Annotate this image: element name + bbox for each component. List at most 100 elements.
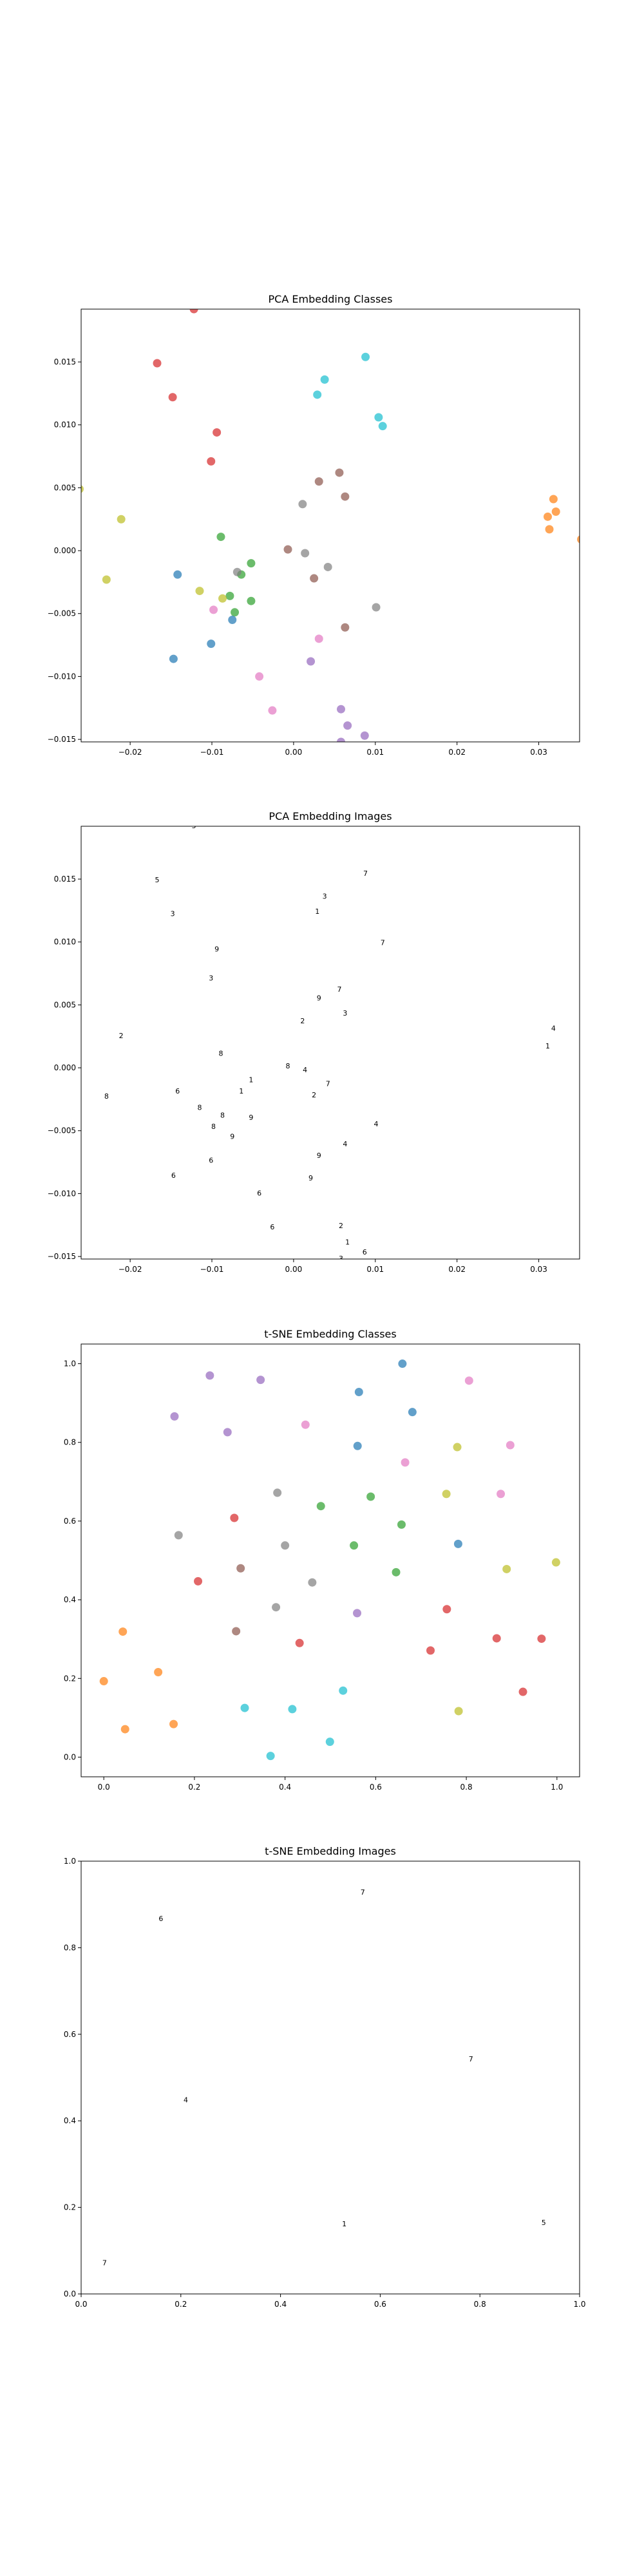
scatter-point bbox=[301, 1420, 310, 1429]
digit-image-mark: 7 bbox=[326, 1079, 330, 1088]
y-tick-label: 0.015 bbox=[54, 357, 76, 366]
digit-image-mark: 9 bbox=[249, 1113, 253, 1122]
digit-image-mark: 2 bbox=[119, 1032, 124, 1040]
scatter-point bbox=[228, 616, 237, 625]
scatter-point bbox=[230, 1513, 239, 1522]
digit-image-mark: 5 bbox=[542, 2219, 546, 2227]
x-tick-label: 0.03 bbox=[530, 1265, 547, 1274]
digit-image-mark: 6 bbox=[171, 1171, 176, 1180]
y-tick-label: 0.0 bbox=[64, 1752, 76, 1761]
x-tick-label: −0.01 bbox=[200, 1265, 224, 1274]
scatter-point bbox=[189, 309, 198, 314]
scatter-point bbox=[298, 500, 307, 509]
scatter-point bbox=[325, 1738, 334, 1747]
digit-image-mark: 9 bbox=[317, 994, 321, 1003]
digit-image-mark: 8 bbox=[286, 1062, 290, 1070]
x-tick-label: 0.00 bbox=[285, 748, 303, 757]
scatter-point bbox=[343, 721, 352, 730]
scatter-point bbox=[341, 623, 350, 632]
y-tick-label: 1.0 bbox=[64, 1857, 76, 1866]
scatter-point bbox=[102, 575, 111, 584]
digit-image-mark: 8 bbox=[104, 1092, 109, 1101]
digit-image-mark: 6 bbox=[257, 1189, 261, 1197]
marks bbox=[99, 1359, 560, 1761]
y-tick-label: 0.8 bbox=[64, 1943, 76, 1952]
scatter-point bbox=[313, 390, 322, 399]
y-tick-label: 1.0 bbox=[64, 1359, 76, 1368]
digit-image-mark: 5 bbox=[192, 822, 196, 830]
scatter-point bbox=[453, 1443, 462, 1452]
scatter-point bbox=[194, 1577, 203, 1586]
digit-image-mark: 7 bbox=[337, 985, 341, 994]
scatter-point bbox=[272, 1603, 281, 1612]
digit-image-mark: 7 bbox=[469, 2055, 473, 2063]
scatter-point bbox=[169, 654, 178, 663]
scatter-point bbox=[551, 1558, 560, 1567]
y-tick-label: 0.8 bbox=[64, 1438, 76, 1447]
digit-image-mark: 3 bbox=[339, 1255, 343, 1263]
scatter-point bbox=[374, 413, 383, 422]
x-tick-label: 0.01 bbox=[366, 748, 384, 757]
scatter-point bbox=[255, 672, 264, 681]
scatter-point bbox=[256, 1376, 265, 1385]
scatter-point bbox=[492, 1634, 501, 1643]
scatter-point bbox=[360, 731, 369, 740]
digit-image-mark: 6 bbox=[158, 1915, 163, 1923]
x-tick-label: 0.01 bbox=[366, 1265, 384, 1274]
scatter-point bbox=[209, 605, 218, 614]
y-tick-label: −0.010 bbox=[48, 1189, 76, 1198]
y-tick-label: 0.4 bbox=[64, 1595, 76, 1604]
chart-4: t-SNE Embedding Images 6 7 4 7 1 5 7 0.0 0.2 0.4 0.… bbox=[64, 1845, 586, 2309]
scatter-point bbox=[173, 570, 182, 579]
scatter-point bbox=[117, 515, 126, 524]
scatter-point bbox=[310, 574, 319, 583]
digit-image-mark: 7 bbox=[361, 1888, 365, 1897]
scatter-point bbox=[99, 1677, 108, 1686]
scatter-point bbox=[442, 1605, 451, 1614]
digit-image-mark: 4 bbox=[374, 1120, 379, 1128]
scatter-point bbox=[288, 1705, 297, 1714]
y-tick-label: 0.6 bbox=[64, 1517, 76, 1526]
scatter-point bbox=[207, 457, 216, 466]
x-tick-label: 0.00 bbox=[285, 1265, 303, 1274]
digit-image-mark: 2 bbox=[312, 1091, 316, 1099]
scatter-point bbox=[81, 485, 84, 493]
scatter-point bbox=[454, 1707, 463, 1716]
scatter-point bbox=[283, 545, 292, 554]
scatter-point bbox=[518, 1687, 527, 1696]
digit-image-mark: 9 bbox=[317, 1151, 321, 1160]
digit-image-mark: 4 bbox=[303, 1066, 307, 1074]
scatter-point bbox=[335, 468, 344, 477]
x-tick-label: 0.8 bbox=[474, 2300, 486, 2309]
digit-image-mark: 6 bbox=[270, 1223, 274, 1231]
digit-image-mark: 8 bbox=[197, 1104, 202, 1112]
digit-image-mark: 2 bbox=[300, 1017, 305, 1025]
scatter-point bbox=[207, 639, 216, 649]
scatter-point bbox=[247, 559, 256, 568]
scatter-point bbox=[314, 477, 323, 486]
marks bbox=[81, 309, 580, 742]
digit-image-mark: 3 bbox=[171, 910, 175, 918]
y-tick-label: 0.2 bbox=[64, 2203, 76, 2212]
scatter-point bbox=[213, 428, 222, 437]
scatter-point bbox=[339, 1686, 348, 1695]
marks: 6 7 4 7 1 5 7 bbox=[102, 1888, 546, 2267]
scatter-point bbox=[350, 1541, 359, 1550]
x-tick-label: 0.0 bbox=[75, 2300, 87, 2309]
scatter-point bbox=[549, 495, 558, 504]
digit-image-mark: 9 bbox=[308, 1174, 313, 1182]
digit-image-mark: 3 bbox=[323, 892, 327, 900]
y-tick-label: −0.005 bbox=[48, 1126, 76, 1135]
chart-title: t-SNE Embedding Images bbox=[265, 1845, 396, 1857]
scatter-point bbox=[216, 533, 225, 542]
digit-image-mark: 7 bbox=[363, 869, 368, 878]
scatter-point bbox=[502, 1564, 511, 1573]
x-tick-label: 0.4 bbox=[279, 1783, 291, 1792]
scatter-point bbox=[120, 1725, 129, 1734]
y-tick-label: 0.005 bbox=[54, 483, 76, 492]
digit-image-mark: 8 bbox=[220, 1111, 225, 1119]
y-tick-label: −0.005 bbox=[48, 609, 76, 618]
y-tick-label: 0.000 bbox=[54, 1063, 76, 1072]
scatter-point bbox=[361, 352, 370, 361]
scatter-point bbox=[464, 1376, 473, 1385]
